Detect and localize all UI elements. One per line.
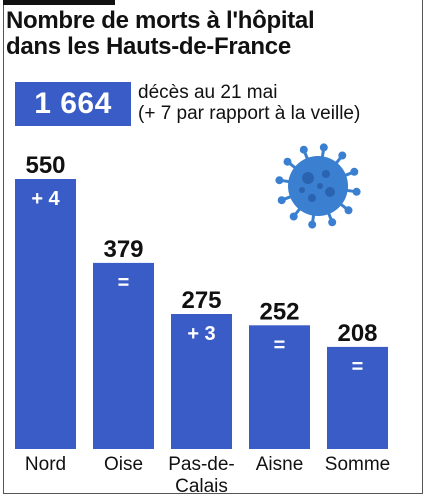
change-label-1: = bbox=[118, 272, 130, 294]
category-label-3: Aisne bbox=[256, 454, 304, 475]
change-label-3: = bbox=[274, 334, 286, 356]
bar-4 bbox=[327, 346, 388, 449]
category-label-4: Somme bbox=[325, 454, 390, 475]
virus-spot-0 bbox=[302, 172, 314, 184]
virus-spike-tip-4 bbox=[289, 212, 298, 221]
value-label-4: 208 bbox=[337, 320, 377, 347]
virus-spot-1 bbox=[322, 170, 330, 178]
page-title: Nombre de morts à l'hôpital dans les Hau… bbox=[6, 8, 416, 60]
virus-spike-tip-7 bbox=[283, 157, 292, 166]
bar-0 bbox=[15, 179, 76, 449]
category-label-2: Pas-de- bbox=[168, 454, 235, 475]
chart-frame bbox=[3, 0, 423, 494]
virus-spike-tip-0 bbox=[352, 187, 361, 196]
virus-spike-tip-1 bbox=[344, 206, 353, 215]
coronavirus-icon bbox=[275, 143, 361, 229]
value-label-1: 379 bbox=[103, 236, 143, 263]
value-label-3: 252 bbox=[259, 298, 299, 325]
change-label-0: + 4 bbox=[31, 188, 60, 210]
virus-spike-tip-9 bbox=[319, 143, 328, 152]
bar-2 bbox=[171, 314, 232, 449]
virus-spike-tip-10 bbox=[338, 151, 347, 160]
virus-spike-tip-3 bbox=[308, 220, 317, 229]
bar-1 bbox=[93, 262, 154, 449]
bars-group: 550 + 4 Nord 379 = Oise 275 + 3 Pas-de-Calais 252… bbox=[15, 152, 390, 497]
virus-spike-tip-6 bbox=[275, 176, 284, 185]
virus-spot-4 bbox=[317, 183, 323, 189]
title-line-1: Nombre de morts à l'hôpital bbox=[6, 7, 315, 34]
total-count-badge: 1 664 bbox=[15, 82, 131, 126]
virus-spike-tip-11 bbox=[350, 167, 359, 176]
category-label-0: Nord bbox=[25, 454, 66, 475]
total-caption-change: (+ 7 par rapport à la veille) bbox=[138, 103, 361, 124]
top-rule bbox=[3, 0, 115, 5]
value-label-2: 275 bbox=[181, 287, 221, 314]
title-line-2: dans les Hauts-de-France bbox=[6, 33, 291, 60]
category-label-2-line-2: Calais bbox=[175, 476, 228, 497]
value-label-0: 550 bbox=[25, 152, 65, 179]
category-label-1: Oise bbox=[104, 454, 143, 475]
virus-spike-tip-2 bbox=[328, 218, 337, 227]
bar-3 bbox=[249, 325, 310, 449]
virus-spike-tip-8 bbox=[299, 145, 308, 154]
virus-spike-tip-5 bbox=[277, 196, 286, 205]
total-caption-date: décès au 21 mai bbox=[138, 82, 278, 103]
virus-spot-3 bbox=[308, 194, 316, 202]
change-label-4: = bbox=[352, 356, 364, 378]
total-caption: décès au 21 mai (+ 7 par rapport à la ve… bbox=[138, 82, 360, 124]
virus-spot-2 bbox=[325, 187, 335, 197]
virus-spot-5 bbox=[299, 187, 305, 193]
change-label-2: + 3 bbox=[187, 323, 215, 345]
